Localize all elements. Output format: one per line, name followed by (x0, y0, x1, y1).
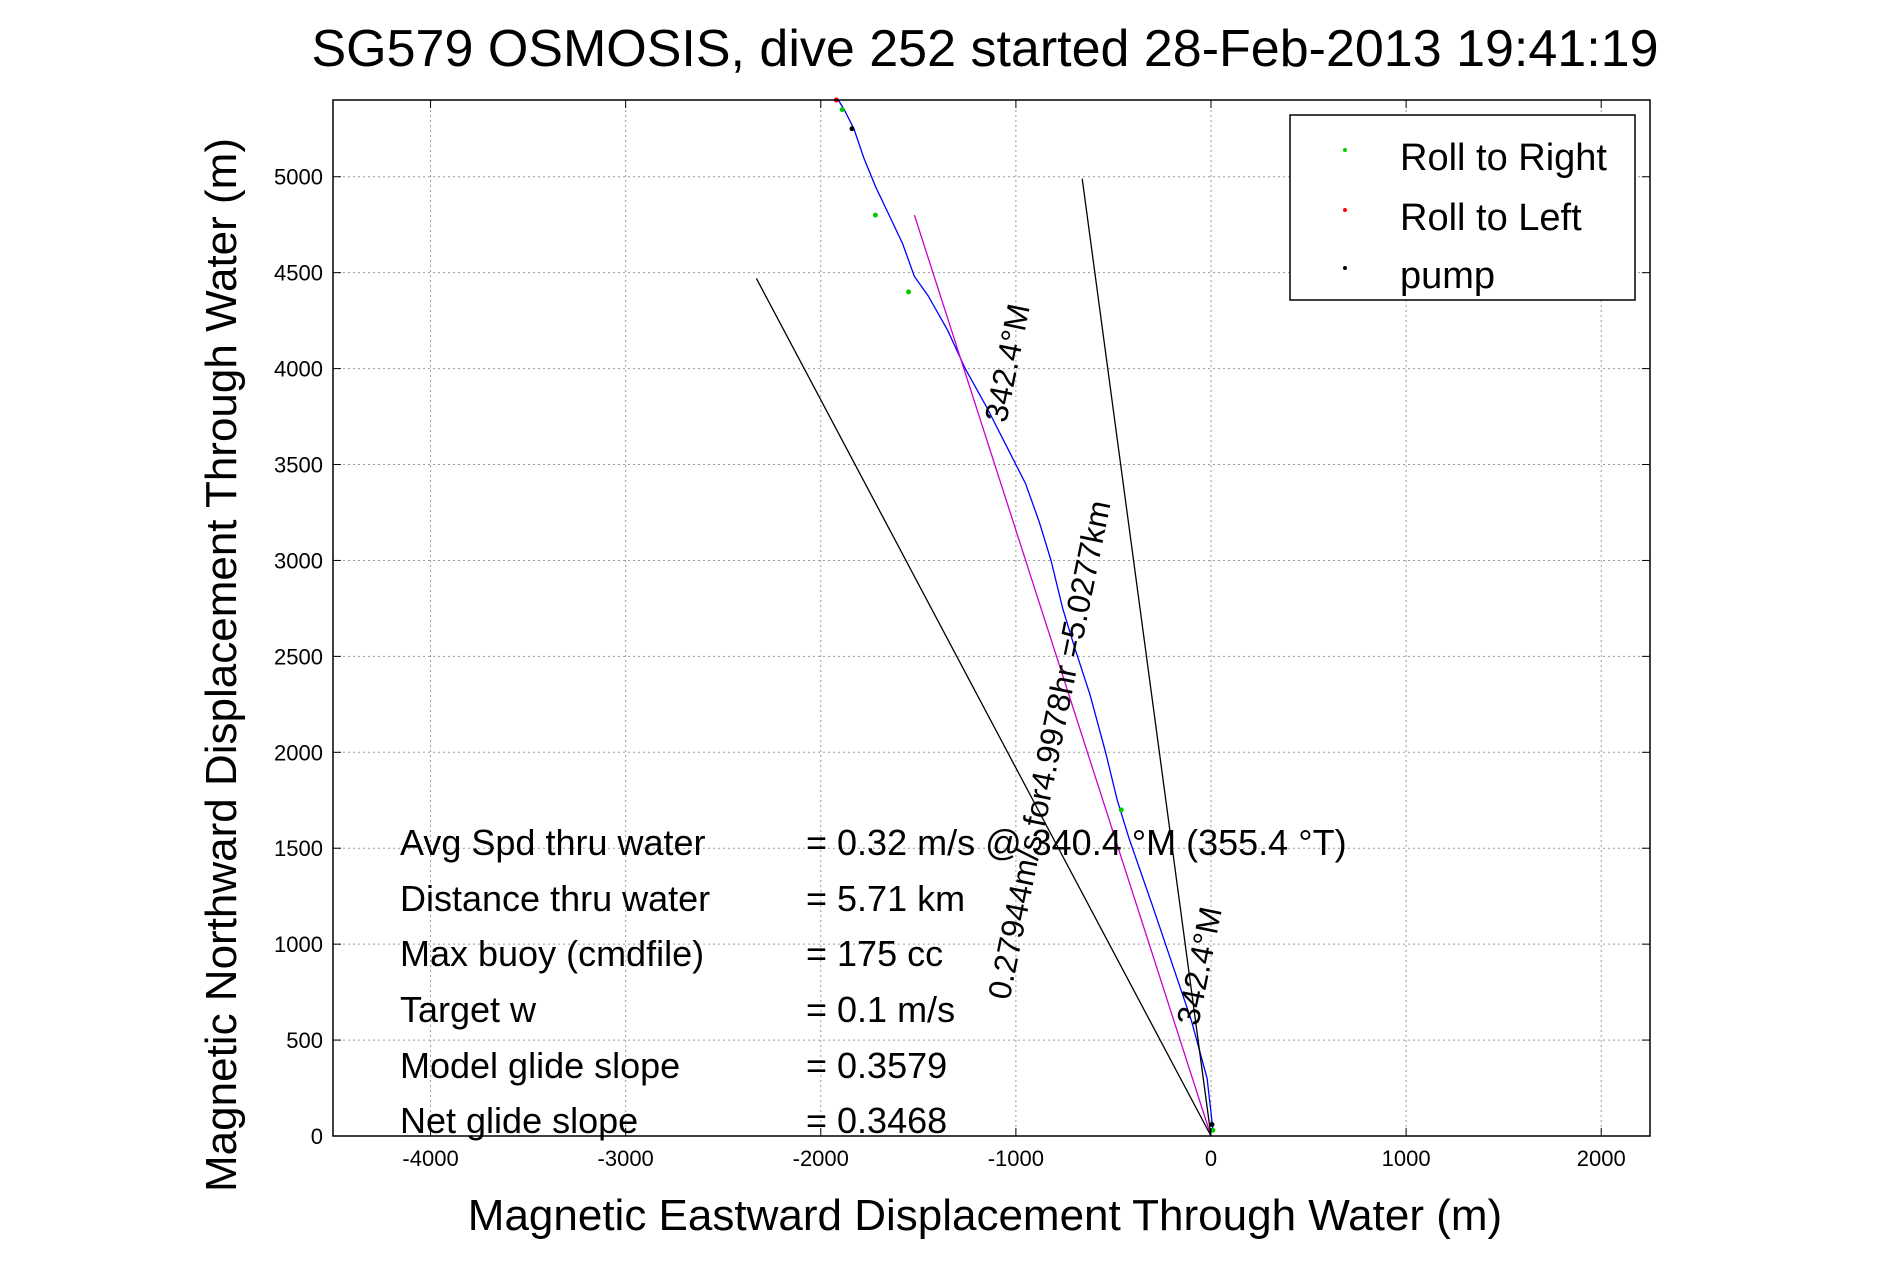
x-tick-label: -1000 (988, 1146, 1044, 1171)
x-tick-label: -4000 (402, 1146, 458, 1171)
series-line-track (837, 99, 1214, 1131)
legend-label-roll-right: Roll to Right (1400, 137, 1607, 179)
y-tick-label: 2500 (274, 644, 323, 669)
y-tick-label: 1500 (274, 836, 323, 861)
x-tick-label: -2000 (793, 1146, 849, 1171)
marker-point (1118, 807, 1124, 813)
marker-point (1209, 1121, 1215, 1127)
marker-point (839, 107, 845, 113)
x-axis-label: Magnetic Eastward Displacement Through W… (468, 1191, 1502, 1240)
marker-point (872, 212, 878, 218)
stat-label: Target w (400, 989, 537, 1030)
y-axis-label: Magnetic Northward Displacement Through … (197, 138, 246, 1192)
stat-value: = 5.71 km (806, 878, 965, 919)
x-tick-label: 1000 (1382, 1146, 1431, 1171)
legend-marker-roll-right (1343, 148, 1347, 152)
legend-label-pump: pump (1400, 255, 1495, 297)
axis-ticks: -4000 -3000 -2000 -1000 0 1000 2000 0 500 1000 150… (274, 100, 1650, 1171)
legend: Roll to Right Roll to Left pump (1289, 114, 1636, 301)
chart-title: SG579 OSMOSIS, dive 252 started 28-Feb-2… (311, 20, 1658, 78)
marker-point (906, 289, 912, 295)
series-line-heading (913, 214, 1212, 1137)
y-tick-label: 0 (311, 1124, 323, 1149)
stat-label: Model glide slope (400, 1045, 680, 1086)
stat-value: = 0.1 m/s (806, 989, 955, 1030)
y-tick-label: 3500 (274, 453, 323, 478)
y-tick-label: 1000 (274, 932, 323, 957)
marker-point (849, 126, 855, 132)
y-tick-label: 3000 (274, 548, 323, 573)
x-tick-label: -3000 (598, 1146, 654, 1171)
marker-point (1210, 1127, 1216, 1133)
x-tick-label: 2000 (1577, 1146, 1626, 1171)
plot-lines (755, 99, 1214, 1137)
stat-label: Max buoy (cmdfile) (400, 933, 704, 974)
y-tick-label: 4500 (274, 261, 323, 286)
plot-markers (833, 97, 1216, 1133)
y-tick-label: 2000 (274, 740, 323, 765)
stat-value: = 0.3579 (806, 1045, 947, 1086)
legend-marker-roll-left (1343, 208, 1347, 212)
x-tick-label: 0 (1205, 1146, 1217, 1171)
stat-label: Distance thru water (400, 878, 710, 919)
legend-marker-pump (1343, 266, 1347, 270)
y-tick-label: 5000 (274, 165, 323, 190)
series-line-bound (1081, 178, 1212, 1137)
stats-block: Avg Spd thru water = 0.32 m/s @ 340.4 °M … (400, 822, 1347, 1141)
plot-area-frame (332, 99, 1651, 1137)
stat-value: = 0.3468 (806, 1100, 947, 1141)
legend-label-roll-left: Roll to Left (1400, 197, 1582, 239)
stat-label: Net glide slope (400, 1100, 638, 1141)
y-tick-label: 500 (286, 1028, 323, 1053)
y-tick-label: 4000 (274, 357, 323, 382)
legend-box (1289, 114, 1636, 301)
series-line-bound (755, 278, 1212, 1137)
stat-value: = 175 cc (806, 933, 943, 974)
stat-label: Avg Spd thru water (400, 822, 706, 863)
stat-value: = 0.32 m/s @ 340.4 °M (355.4 °T) (806, 822, 1347, 863)
